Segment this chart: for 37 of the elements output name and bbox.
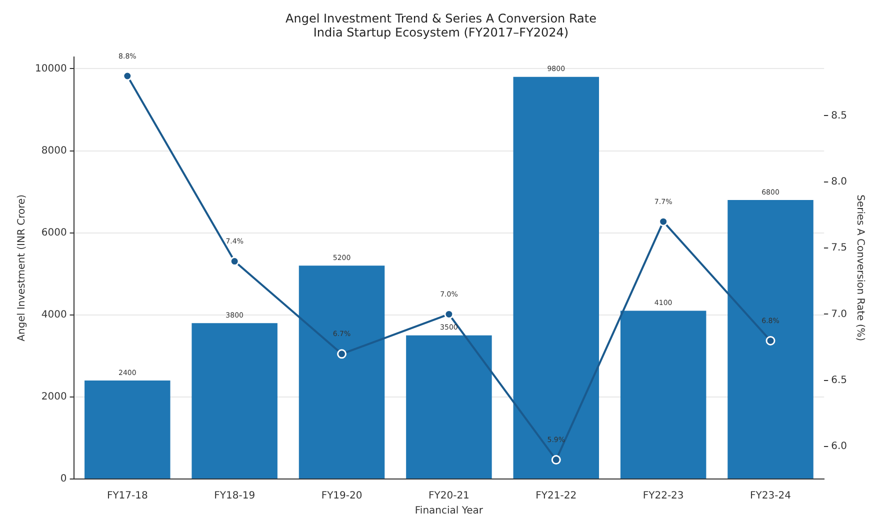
y2-tick-label: 7.0 (831, 308, 848, 320)
x-axis-title: Financial Year (414, 506, 484, 517)
point (658, 216, 668, 226)
y2-tick-label: 7.5 (831, 242, 848, 254)
y-tick-label: 0 (60, 474, 67, 485)
bar (620, 310, 706, 478)
y2-tick-label: 8.5 (831, 110, 848, 122)
y-tick-label: 2000 (41, 392, 67, 403)
point (122, 71, 132, 81)
bar (513, 76, 600, 478)
y-tick-label: 10000 (35, 63, 67, 74)
bar (298, 266, 385, 478)
point (230, 256, 240, 266)
x-tick-label: FY23-24 (750, 490, 791, 502)
y2-tick-label: 8.0 (831, 176, 848, 188)
y-tick-label: 6000 (41, 227, 67, 238)
bar (406, 335, 492, 478)
point (551, 455, 561, 465)
y2-axis-title: Series A Conversion Rate (%) (854, 194, 866, 342)
x-tick-label: FY19-20 (321, 490, 362, 502)
bar (728, 200, 814, 478)
bar (192, 323, 278, 478)
x-tick-label: FY21-22 (536, 490, 577, 502)
y-tick-label: 4000 (41, 309, 67, 320)
point (766, 336, 776, 346)
bar (84, 380, 170, 478)
y-axis-title: Angel Investment (INR Crore) (16, 194, 28, 342)
x-tick-label: FY22-23 (642, 490, 684, 502)
y2-tick-label: 6.5 (831, 374, 848, 386)
y-tick-label: 8000 (41, 145, 67, 156)
x-tick-label: FY18-19 (214, 490, 256, 502)
chart-subtitle: India Startup Ecosystem (FY2017–FY2024) (313, 26, 569, 40)
point (337, 349, 347, 359)
chart-title: Angel Investment Trend & Series A Conversion Rate (286, 11, 596, 26)
y2-tick-label: 6.0 (831, 441, 848, 452)
x-tick-label: FY20-21 (428, 490, 470, 502)
x-tick-label: FY17-18 (106, 490, 148, 502)
